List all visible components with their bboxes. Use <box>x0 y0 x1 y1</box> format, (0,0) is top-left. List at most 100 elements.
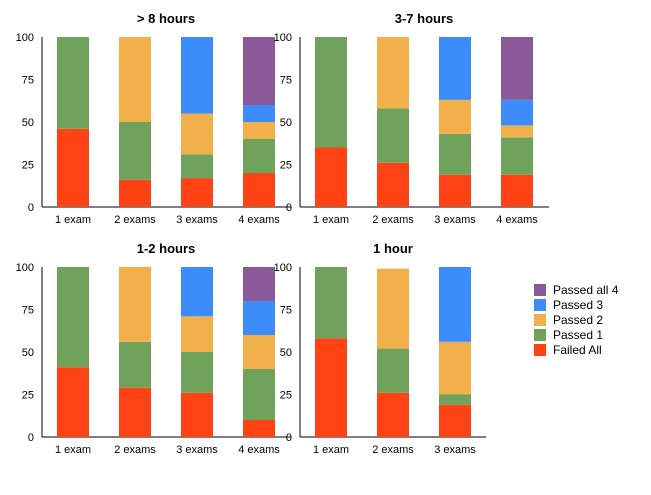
x-tick-label: 3 exams <box>434 214 476 226</box>
bar-segment <box>57 37 89 129</box>
y-tick-label: 100 <box>274 32 292 44</box>
legend-label: Passed 3 <box>553 298 603 312</box>
x-tick-label: 2 exams <box>114 444 156 456</box>
bar-segment <box>243 105 275 122</box>
chart-panel: 1-2 hours 0 25 50 75 100 1 exam 2 exams 3 exams 4… <box>16 241 291 456</box>
bar-segment <box>439 99 471 134</box>
y-tick-label: 0 <box>286 432 292 444</box>
y-tick-label: 0 <box>28 202 34 214</box>
bar-segment <box>243 301 275 335</box>
bar-segment <box>243 267 275 301</box>
bar-segment <box>501 37 533 100</box>
x-tick-label: 3 exams <box>176 214 218 226</box>
bar-segment <box>119 122 151 180</box>
y-tick-label: 50 <box>280 117 292 129</box>
bar-segment <box>119 341 151 388</box>
bar-segment <box>315 147 347 207</box>
bar-segment <box>243 369 275 420</box>
bar-segment <box>181 392 213 437</box>
legend-label: Passed all 4 <box>553 283 619 297</box>
x-tick-label: 3 exams <box>434 444 476 456</box>
y-tick-label: 50 <box>22 117 34 129</box>
bar-segment <box>181 316 213 352</box>
bar-segment <box>439 37 471 100</box>
bar-segment <box>377 392 409 437</box>
y-tick-label: 100 <box>274 262 292 274</box>
bar-segment <box>181 37 213 114</box>
bar-segment <box>119 267 151 342</box>
bar-segment <box>439 394 471 405</box>
chart-title: 1-2 hours <box>137 241 196 256</box>
y-tick-label: 25 <box>280 390 292 402</box>
x-tick-label: 1 exam <box>55 444 91 456</box>
x-tick-label: 1 exam <box>55 214 91 226</box>
legend-label: Failed All <box>553 343 602 357</box>
bar-segment <box>501 125 533 138</box>
bar-segment <box>377 108 409 163</box>
bar-segment <box>501 99 533 126</box>
bar-segment <box>243 335 275 369</box>
bar-segment <box>377 162 409 207</box>
bar-segment <box>243 122 275 139</box>
bar-segment <box>181 154 213 179</box>
bar-segment <box>501 137 533 175</box>
legend-swatch <box>534 344 546 356</box>
chart-panel: 3-7 hours 0 25 50 75 100 1 exam 2 exams 3 exams 4… <box>274 11 549 226</box>
legend-swatch <box>534 314 546 326</box>
x-tick-label: 2 exams <box>114 214 156 226</box>
y-tick-label: 50 <box>280 347 292 359</box>
bar-segment <box>243 173 275 207</box>
bar-segment <box>243 420 275 437</box>
bar-segment <box>315 338 347 437</box>
bar-segment <box>119 387 151 437</box>
y-tick-label: 75 <box>22 305 34 317</box>
x-tick-label: 3 exams <box>176 444 218 456</box>
bar-segment <box>439 174 471 207</box>
bar-segment <box>315 267 347 339</box>
bar-segment <box>377 348 409 393</box>
bar-segment <box>501 174 533 207</box>
bar-segment <box>181 113 213 155</box>
y-tick-label: 100 <box>16 262 34 274</box>
bar-segment <box>439 267 471 342</box>
y-tick-label: 0 <box>28 432 34 444</box>
y-tick-label: 100 <box>16 32 34 44</box>
bar-segment <box>243 37 275 105</box>
chart-panel: 1 hour 0 25 50 75 100 1 exam 2 exams 3 exams <box>274 241 486 456</box>
y-tick-label: 75 <box>280 305 292 317</box>
chart-title: 1 hour <box>373 241 413 256</box>
x-tick-label: 4 exams <box>238 214 280 226</box>
y-tick-label: 25 <box>280 160 292 172</box>
y-tick-label: 25 <box>22 160 34 172</box>
bar-segment <box>243 139 275 173</box>
bar-segment <box>315 37 347 148</box>
bar-segment <box>57 128 89 207</box>
bar-segment <box>57 367 89 437</box>
bar-segment <box>181 352 213 393</box>
bar-segment <box>119 37 151 122</box>
bar-segment <box>181 178 213 207</box>
y-tick-label: 25 <box>22 390 34 402</box>
chart-panel: > 8 hours 0 25 50 75 100 1 exam 2 exams 3 exams 4… <box>16 11 291 226</box>
x-tick-label: 1 exam <box>313 444 349 456</box>
y-tick-label: 75 <box>280 75 292 87</box>
x-tick-label: 4 exams <box>238 444 280 456</box>
x-tick-label: 2 exams <box>372 214 414 226</box>
bar-segment <box>439 341 471 395</box>
x-tick-label: 1 exam <box>313 214 349 226</box>
x-tick-label: 4 exams <box>496 214 538 226</box>
bar-segment <box>439 404 471 437</box>
bar-segment <box>439 133 471 175</box>
bar-segment <box>57 267 89 368</box>
bar-segment <box>377 37 409 109</box>
bar-segment <box>181 267 213 317</box>
legend-swatch <box>534 299 546 311</box>
x-tick-label: 2 exams <box>372 444 414 456</box>
legend-swatch <box>534 284 546 296</box>
chart-title: 3-7 hours <box>395 11 454 26</box>
y-tick-label: 50 <box>22 347 34 359</box>
bar-segment <box>119 179 151 207</box>
legend-swatch <box>534 329 546 341</box>
